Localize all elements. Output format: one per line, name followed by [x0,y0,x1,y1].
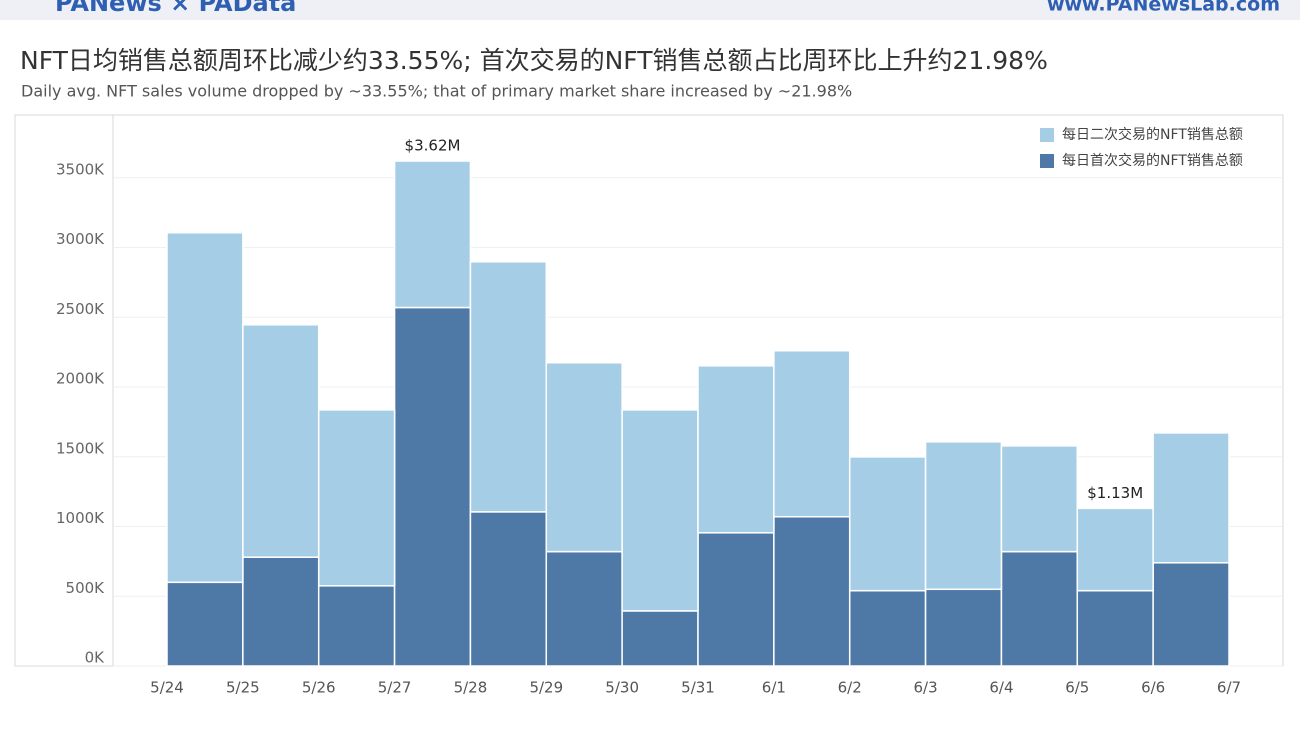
x-tick-label: 5/26 [302,679,336,697]
legend-label: 每日首次交易的NFT销售总额 [1062,152,1243,169]
y-tick-label: 1500K [56,439,105,457]
bar-segment [166,581,244,667]
bar-segment [469,260,548,513]
x-tick-label: 6/3 [914,679,938,697]
bar-segment [317,409,396,587]
site-url: www.PANewsLab.com [1047,0,1280,16]
annotation: $1.13M [1087,484,1143,502]
y-tick-label: 3500K [56,160,105,178]
bar-segment [848,589,927,667]
y-tick-label: 3000K [56,230,105,248]
x-tick-label: 5/30 [605,679,639,697]
legend-swatch [1040,154,1054,168]
bar-segment [242,324,320,558]
x-tick-label: 6/6 [1141,679,1165,697]
logo: PANews × PAData [55,0,296,17]
bar-segment [1152,432,1230,564]
x-tick-label: 5/25 [226,679,260,697]
chart-title: NFT日均销售总额周环比减少约33.55%; 首次交易的NFT销售总额占比周环比… [20,46,1048,75]
chart-subtitle: Daily avg. NFT sales volume dropped by ~… [21,82,852,101]
bar-segment [1152,562,1230,667]
bar-segment [621,610,699,667]
x-tick-label: 5/27 [378,679,412,697]
x-tick-label: 6/5 [1065,679,1089,697]
bar-segment [393,160,472,309]
x-tick-label: 5/31 [681,679,715,697]
bar-segment [773,515,851,667]
bar-segment [166,231,244,584]
bar-segment [773,349,851,518]
bar-segment [848,456,927,592]
bar-segment [1076,507,1154,592]
x-tick-label: 6/1 [762,679,786,697]
bar-segment [924,588,1003,667]
x-tick-label: 5/28 [454,679,488,697]
bar-segment [924,441,1003,591]
legend-label: 每日二次交易的NFT销售总额 [1062,126,1243,143]
bar-segment [1076,589,1154,667]
bar-segment [545,550,623,667]
bar-segment [393,306,472,667]
x-tick-label: 6/4 [989,679,1013,697]
bar-segment [1000,445,1079,553]
x-tick-label: 5/29 [529,679,563,697]
bar-segment [621,409,699,612]
y-tick-label: 2000K [56,370,105,388]
bar-segment [242,556,320,667]
header-band [0,0,1300,20]
bar-segment [697,365,775,534]
bar-segment [545,361,623,553]
bar-segment [317,585,396,667]
x-tick-label: 6/7 [1217,679,1241,697]
bar-segment [697,532,775,667]
y-tick-label: 2500K [56,300,105,318]
y-tick-label: 0K [85,649,106,667]
x-tick-label: 5/24 [150,679,184,697]
annotation: $3.62M [405,137,461,155]
y-tick-label: 1000K [56,509,105,527]
bar-segment [469,511,548,667]
x-tick-label: 6/2 [838,679,862,697]
y-tick-label: 500K [66,579,106,597]
bar-segment [1000,550,1079,667]
legend-swatch [1040,128,1054,142]
